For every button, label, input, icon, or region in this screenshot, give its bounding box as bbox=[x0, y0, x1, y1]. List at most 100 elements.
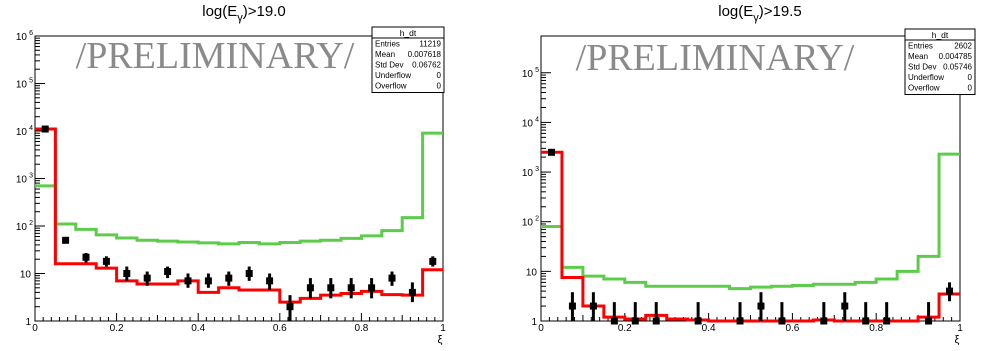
x-tick-label: 0.6 bbox=[273, 323, 287, 334]
data-point bbox=[266, 277, 274, 285]
title-subscript: γ bbox=[753, 12, 759, 24]
data-point bbox=[408, 288, 416, 296]
y-tick-exponent: 3 bbox=[29, 173, 33, 180]
data-point bbox=[757, 302, 765, 310]
data-point bbox=[204, 277, 212, 285]
y-tick-label: 10 bbox=[16, 127, 28, 138]
data-point bbox=[41, 125, 49, 133]
y-tick-label: 10 bbox=[16, 32, 28, 43]
data-point bbox=[946, 287, 954, 295]
stats-value: 0.004785 bbox=[939, 52, 973, 61]
green-histogram-line bbox=[541, 152, 960, 291]
data-point bbox=[123, 270, 131, 277]
stats-label: Overflow bbox=[908, 84, 940, 93]
stats-value: 11219 bbox=[419, 40, 441, 49]
y-tick-exponent: 6 bbox=[29, 30, 33, 37]
data-point bbox=[652, 317, 660, 325]
data-point bbox=[589, 302, 597, 310]
title-main: log(E bbox=[718, 3, 753, 20]
green-histogram-line bbox=[35, 131, 443, 246]
stats-label: Entries bbox=[908, 42, 933, 51]
stats-value: 0 bbox=[437, 71, 442, 80]
stats-label: Std Dev bbox=[908, 63, 936, 72]
y-tick-exponent: 5 bbox=[535, 67, 539, 74]
data-point bbox=[631, 317, 639, 325]
x-tick-label: 0.4 bbox=[191, 323, 205, 334]
stats-value: 0.05746 bbox=[943, 63, 972, 72]
x-axis-label: ξ bbox=[955, 334, 960, 346]
title-suffix: )>19.5 bbox=[759, 3, 802, 20]
data-point bbox=[883, 317, 891, 325]
data-point bbox=[306, 284, 314, 292]
y-tick-label: 10 bbox=[522, 69, 534, 80]
stats-value: 2602 bbox=[954, 42, 972, 51]
y-tick-label: 10 bbox=[16, 80, 28, 91]
data-point bbox=[82, 253, 90, 261]
data-point bbox=[736, 317, 744, 325]
y-tick-exponent: 2 bbox=[535, 216, 539, 223]
y-tick-exponent: 2 bbox=[29, 220, 33, 227]
x-tick-label: 1 bbox=[440, 323, 446, 334]
y-tick-label: 1 bbox=[25, 317, 31, 328]
data-point bbox=[184, 277, 192, 285]
y-tick-exponent: 4 bbox=[535, 116, 539, 123]
title-subscript: γ bbox=[237, 12, 243, 24]
y-tick-label: 1 bbox=[531, 317, 537, 328]
stats-label: Underflow bbox=[375, 71, 411, 80]
data-point bbox=[368, 284, 376, 292]
title-main: log(E bbox=[202, 3, 237, 20]
x-tick-label: 0.8 bbox=[869, 323, 883, 334]
stats-value: 0 bbox=[968, 73, 973, 82]
y-tick-label: 10 bbox=[20, 270, 32, 281]
y-tick-label: 10 bbox=[522, 118, 534, 129]
y-tick-label: 10 bbox=[522, 168, 534, 179]
data-point bbox=[547, 148, 555, 156]
data-point bbox=[286, 303, 294, 311]
chart-title: log(Eγ)>19.5 bbox=[718, 3, 801, 24]
y-tick-label: 10 bbox=[522, 218, 534, 229]
data-point bbox=[225, 274, 233, 282]
data-point bbox=[164, 268, 172, 276]
stats-label: Mean bbox=[908, 52, 928, 61]
data-point bbox=[388, 274, 396, 282]
y-tick-exponent: 4 bbox=[29, 125, 33, 132]
data-point bbox=[327, 284, 335, 292]
preliminary-watermark: /PRELIMINARY/ bbox=[576, 37, 855, 79]
data-point bbox=[568, 302, 576, 310]
data-point bbox=[62, 236, 70, 244]
data-point bbox=[778, 317, 786, 325]
stats-label: Std Dev bbox=[375, 61, 403, 70]
data-point bbox=[143, 274, 151, 282]
x-tick-label: 0.4 bbox=[702, 323, 716, 334]
data-point bbox=[862, 317, 870, 325]
data-point bbox=[102, 257, 110, 265]
red-histogram-line bbox=[541, 150, 960, 323]
x-tick-label: 0.2 bbox=[110, 323, 124, 334]
x-tick-label: 0.8 bbox=[354, 323, 368, 334]
x-axis-label: ξ bbox=[438, 334, 443, 346]
stats-label: Overflow bbox=[375, 82, 407, 91]
preliminary-watermark: /PRELIMINARY/ bbox=[76, 35, 355, 77]
data-point bbox=[820, 317, 828, 325]
stats-value: 0.007618 bbox=[408, 50, 442, 59]
x-tick-label: 0 bbox=[538, 323, 544, 334]
x-tick-label: 1 bbox=[957, 323, 963, 334]
stats-value: 0 bbox=[968, 84, 973, 93]
y-tick-label: 10 bbox=[16, 175, 28, 186]
stats-label: Mean bbox=[375, 50, 395, 59]
y-tick-exponent: 5 bbox=[29, 78, 33, 85]
data-point bbox=[694, 317, 702, 325]
stats-value: 0 bbox=[437, 82, 442, 91]
data-point bbox=[841, 302, 849, 310]
stats-label: Entries bbox=[375, 40, 400, 49]
y-tick-label: 10 bbox=[526, 267, 538, 278]
data-point bbox=[925, 317, 933, 325]
x-tick-label: 0.6 bbox=[785, 323, 799, 334]
stats-value: 0.06762 bbox=[412, 61, 441, 70]
title-suffix: )>19.0 bbox=[243, 3, 286, 20]
